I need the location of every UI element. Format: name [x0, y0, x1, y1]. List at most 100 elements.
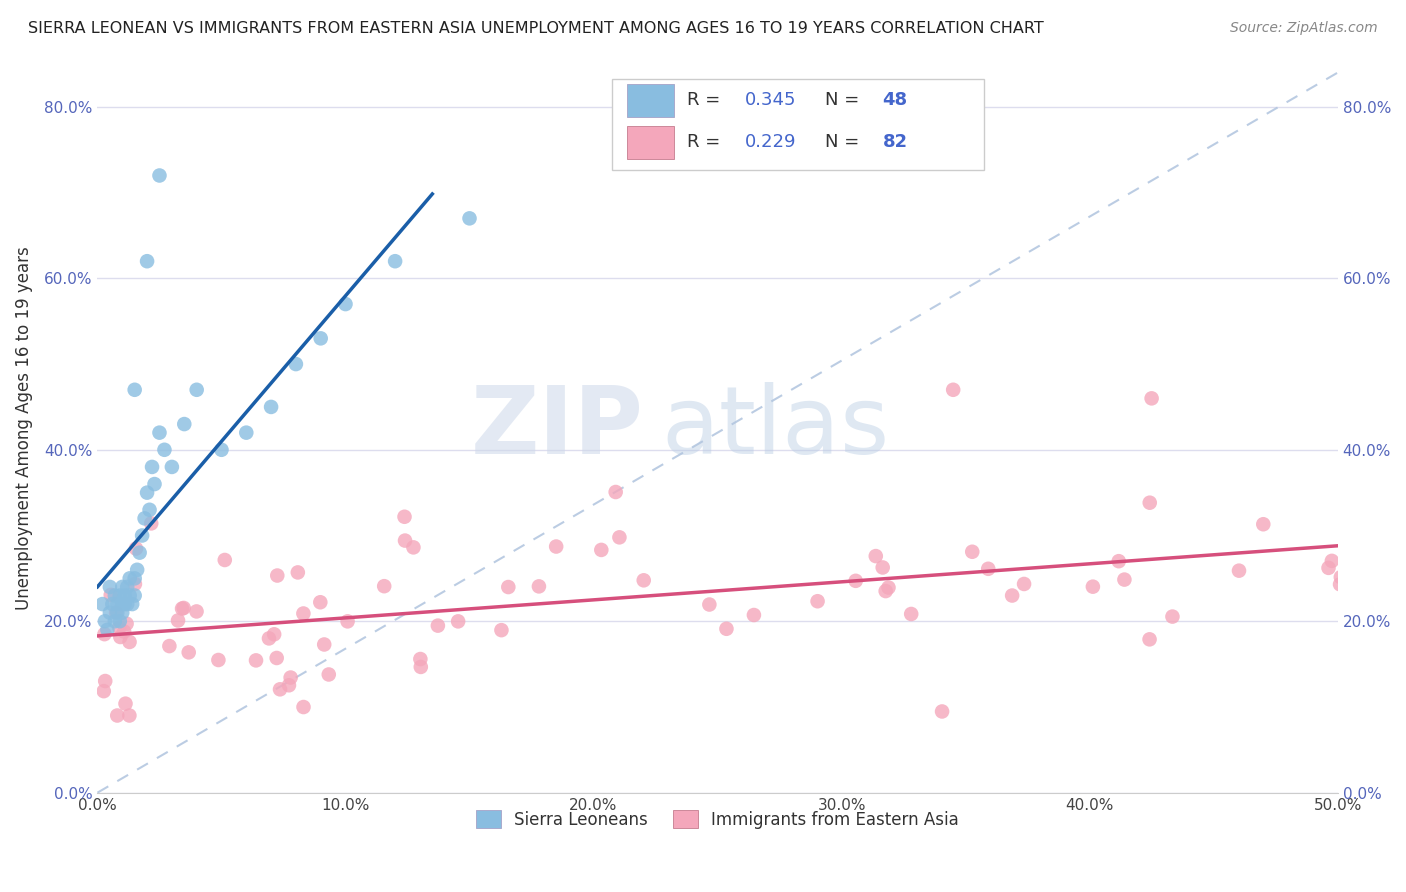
Point	[111, 580, 134, 594]
Point	[1330, 570, 1353, 584]
Text: 0.229: 0.229	[745, 134, 796, 152]
Point	[177, 645, 200, 659]
Point	[170, 601, 193, 615]
Point	[292, 607, 315, 621]
Point	[900, 607, 922, 621]
Point	[112, 624, 135, 639]
Point	[1108, 554, 1130, 568]
Point	[118, 708, 141, 723]
Point	[136, 254, 159, 268]
Point	[280, 671, 302, 685]
Point	[1081, 580, 1104, 594]
Point	[93, 684, 115, 698]
Point	[125, 541, 148, 556]
Point	[257, 632, 280, 646]
Point	[1140, 392, 1163, 406]
Point	[104, 614, 127, 628]
Point	[108, 621, 131, 635]
Point	[962, 545, 984, 559]
Point	[309, 331, 332, 345]
Text: N =: N =	[825, 134, 866, 152]
Point	[931, 705, 953, 719]
Point	[318, 667, 340, 681]
Text: 0.345: 0.345	[745, 92, 796, 110]
Point	[114, 697, 136, 711]
Point	[115, 597, 138, 611]
Point	[93, 627, 115, 641]
Point	[1251, 517, 1274, 532]
Text: atlas: atlas	[662, 383, 890, 475]
Point	[108, 614, 131, 628]
Point	[458, 211, 481, 226]
Point	[314, 638, 336, 652]
FancyBboxPatch shape	[627, 84, 673, 117]
Point	[124, 571, 146, 585]
Point	[105, 606, 128, 620]
Point	[699, 598, 721, 612]
Point	[110, 630, 132, 644]
Point	[1161, 609, 1184, 624]
Point	[98, 606, 121, 620]
Point	[108, 589, 131, 603]
Point	[877, 581, 900, 595]
Point	[266, 651, 288, 665]
Point	[186, 604, 208, 618]
Point	[104, 589, 127, 603]
Point	[141, 459, 163, 474]
Point	[1227, 564, 1250, 578]
Point	[245, 653, 267, 667]
Point	[141, 516, 163, 531]
Point	[105, 606, 128, 620]
FancyBboxPatch shape	[627, 126, 673, 159]
Point	[527, 579, 550, 593]
Point	[143, 477, 166, 491]
Point	[100, 588, 122, 602]
Point	[124, 589, 146, 603]
Point	[173, 417, 195, 431]
Point	[942, 383, 965, 397]
Point	[128, 546, 150, 560]
Point	[263, 627, 285, 641]
Text: 48: 48	[883, 92, 908, 110]
Point	[1001, 589, 1024, 603]
Point	[114, 589, 136, 603]
Point	[211, 442, 233, 457]
Point	[292, 700, 315, 714]
Point	[101, 597, 124, 611]
Point	[153, 442, 176, 457]
Y-axis label: Unemployment Among Ages 16 to 19 years: Unemployment Among Ages 16 to 19 years	[15, 246, 32, 610]
Point	[91, 597, 114, 611]
Point	[105, 597, 128, 611]
Point	[148, 169, 170, 183]
Point	[160, 459, 183, 474]
Point	[115, 580, 138, 594]
Point	[114, 597, 136, 611]
Point	[1114, 573, 1136, 587]
Point	[742, 607, 765, 622]
Point	[186, 383, 208, 397]
Point	[269, 682, 291, 697]
Point	[134, 511, 156, 525]
Point	[591, 542, 613, 557]
Point	[111, 606, 134, 620]
Point	[1317, 561, 1340, 575]
Point	[284, 357, 307, 371]
Point	[118, 571, 141, 585]
Point	[207, 653, 229, 667]
Point	[373, 579, 395, 593]
Point	[546, 540, 568, 554]
Point	[157, 639, 180, 653]
Point	[716, 622, 738, 636]
Point	[94, 614, 117, 628]
Point	[605, 485, 627, 500]
Point	[287, 566, 309, 580]
Point	[491, 623, 513, 637]
Point	[131, 528, 153, 542]
Point	[409, 660, 432, 674]
Point	[138, 503, 160, 517]
Point	[167, 614, 190, 628]
Point	[498, 580, 520, 594]
Point	[977, 562, 1000, 576]
Point	[402, 541, 425, 555]
Point	[111, 597, 134, 611]
